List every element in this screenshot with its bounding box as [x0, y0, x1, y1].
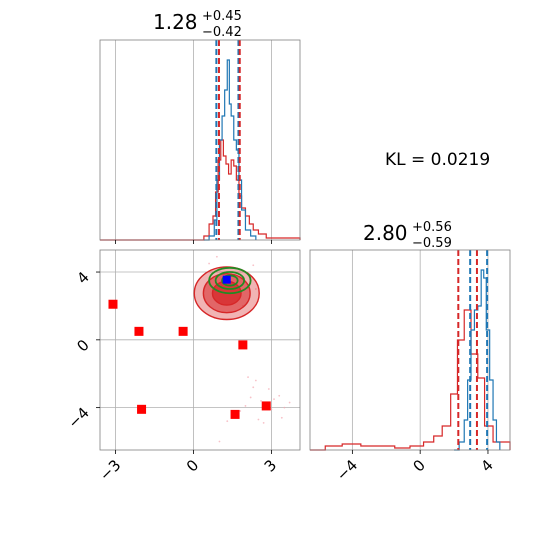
contour-green-level: [221, 274, 239, 287]
scatter-square: [134, 326, 144, 336]
sample-point: [270, 408, 273, 411]
x-tick-label: −4: [333, 456, 361, 484]
x-tick-label: −3: [96, 456, 124, 484]
sample-point: [283, 406, 286, 409]
sample-point: [280, 416, 283, 419]
sample-point: [218, 440, 221, 443]
frame-param2: [309, 249, 511, 451]
frame-joint: [99, 249, 301, 451]
y-tick-label: 4: [73, 268, 92, 287]
sample-point: [273, 398, 275, 401]
scatter-square: [108, 299, 118, 309]
scatter-square: [230, 409, 240, 419]
sample-point: [254, 288, 257, 290]
x-tick-label: 4: [477, 456, 496, 475]
sample-point: [267, 388, 270, 390]
sample-point: [215, 255, 218, 258]
sample-point: [288, 401, 291, 404]
param1-hist-red: [100, 139, 301, 241]
sample-point: [278, 394, 281, 397]
x-tick-label: 0: [410, 456, 429, 475]
param2-hist-blue: [454, 269, 501, 451]
x-tick-label: 3: [261, 456, 280, 475]
param1-hist-blue: [203, 59, 257, 241]
sample-point: [254, 379, 257, 382]
sample-point: [244, 405, 247, 407]
sample-point: [252, 264, 255, 267]
y-tick-label: 0: [73, 336, 92, 355]
y-tick-label: −4: [64, 404, 92, 432]
x-tick-label: 0: [183, 456, 202, 475]
kl-annotation: KL = 0.0219: [385, 150, 490, 170]
sample-point: [257, 418, 260, 421]
sample-point: [249, 396, 252, 399]
param2-title-value: 2.80: [363, 221, 408, 245]
scatter-square: [178, 326, 188, 336]
sample-point: [226, 420, 229, 423]
param2-title-lower-error: −0.59: [412, 236, 452, 251]
sample-point: [252, 386, 255, 389]
contour-green-level: [208, 266, 252, 295]
scatter-square: [137, 404, 147, 414]
param2-title-upper-error: +0.56: [412, 220, 452, 235]
sample-point: [208, 262, 210, 265]
scatter-square: [238, 340, 248, 350]
truth-marker: [222, 275, 231, 284]
scatter-square: [261, 401, 271, 411]
param1-title-lower-error: −0.42: [202, 25, 242, 40]
contour-green-level: [214, 271, 246, 290]
sample-point: [262, 421, 265, 424]
frame-param1: [99, 39, 301, 241]
sample-point: [239, 410, 242, 412]
param2-hist-red: [310, 309, 511, 451]
param1-title-upper-error: +0.45: [202, 9, 242, 24]
sample-point: [260, 399, 262, 402]
param1-title-value: 1.28: [153, 10, 198, 34]
sample-point: [247, 376, 249, 379]
